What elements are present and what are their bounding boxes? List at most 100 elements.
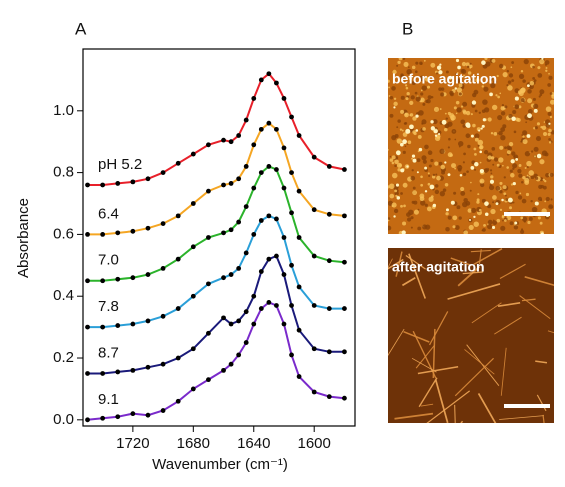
speckle xyxy=(493,80,497,84)
speckle xyxy=(408,76,413,81)
speckle xyxy=(396,64,399,67)
data-point xyxy=(145,176,151,182)
speckle xyxy=(469,62,472,65)
data-point xyxy=(160,170,166,176)
afm-images: before agitation after agitation xyxy=(388,58,554,423)
speckle xyxy=(506,145,511,150)
speckle xyxy=(413,200,418,205)
speckle xyxy=(421,119,427,125)
data-point xyxy=(289,303,294,308)
fibril xyxy=(460,420,464,423)
data-point xyxy=(266,164,272,169)
speckle xyxy=(522,175,526,180)
speckle xyxy=(511,61,515,64)
speckle xyxy=(510,66,513,69)
speckle xyxy=(510,183,514,186)
data-point xyxy=(266,71,272,77)
speckle xyxy=(439,63,442,66)
fibril xyxy=(519,295,551,320)
speckle xyxy=(420,200,426,206)
speckle xyxy=(392,69,397,75)
speckle xyxy=(524,167,527,170)
data-point xyxy=(228,181,234,186)
speckle xyxy=(435,72,438,75)
speckle xyxy=(411,80,416,86)
speckle xyxy=(549,92,553,95)
speckle xyxy=(527,109,533,114)
fibril xyxy=(464,349,495,375)
speckle xyxy=(473,147,477,151)
data-point xyxy=(115,369,121,375)
speckle xyxy=(389,193,395,199)
speckle xyxy=(500,135,506,141)
speckle xyxy=(506,84,509,87)
data-point xyxy=(190,244,196,250)
speckle xyxy=(508,114,513,119)
speckle xyxy=(526,165,529,169)
speckle xyxy=(548,75,553,80)
speckle xyxy=(434,184,439,188)
x-tick-label: 1720 xyxy=(116,435,149,452)
speckle xyxy=(521,134,523,136)
data-point xyxy=(130,228,136,234)
speckle xyxy=(455,78,461,84)
speckle xyxy=(545,106,552,112)
fibril xyxy=(542,414,545,423)
speckle xyxy=(513,225,519,230)
fibril xyxy=(428,311,449,346)
data-point xyxy=(85,324,90,330)
speckle xyxy=(395,194,398,198)
speckle xyxy=(465,110,471,116)
speckle xyxy=(393,215,396,218)
speckle xyxy=(531,206,538,213)
speckle xyxy=(533,155,537,158)
speckle xyxy=(447,173,451,177)
data-point xyxy=(228,227,234,233)
speckle xyxy=(517,168,522,174)
speckle xyxy=(476,200,480,204)
data-point xyxy=(281,272,287,277)
data-point xyxy=(243,204,249,209)
speckle xyxy=(445,226,450,232)
speckle xyxy=(508,206,513,210)
speckle xyxy=(541,58,544,60)
speckle xyxy=(469,189,472,192)
speckle xyxy=(388,225,392,231)
speckle xyxy=(505,198,509,202)
y-tick-label: 1.0 xyxy=(53,102,74,119)
speckle xyxy=(539,159,545,165)
speckle xyxy=(451,163,457,169)
speckle xyxy=(396,126,399,129)
speckle xyxy=(406,212,411,217)
speckle xyxy=(460,186,465,192)
data-point xyxy=(296,374,302,379)
speckle xyxy=(535,176,539,180)
speckle xyxy=(541,150,548,156)
speckle xyxy=(430,120,434,124)
data-point xyxy=(342,349,347,355)
speckle xyxy=(399,142,404,147)
data-point xyxy=(190,386,196,392)
speckle xyxy=(503,192,507,196)
fibril xyxy=(521,298,536,302)
data-point xyxy=(236,318,242,324)
data-point xyxy=(160,313,166,319)
speckle xyxy=(499,208,503,212)
speckle xyxy=(397,168,401,172)
speckle xyxy=(523,58,529,65)
speckle xyxy=(534,201,539,206)
speckle xyxy=(535,136,542,142)
speckle xyxy=(388,217,391,220)
speckle xyxy=(411,169,414,172)
speckle xyxy=(492,220,498,226)
speckle xyxy=(388,183,395,190)
speckle xyxy=(389,113,394,118)
y-tick-label: 0.4 xyxy=(53,287,74,304)
speckle xyxy=(393,97,397,100)
speckle xyxy=(463,152,466,156)
fibril xyxy=(388,328,405,356)
speckle xyxy=(440,164,446,170)
speckle xyxy=(480,180,483,183)
speckle xyxy=(415,114,419,118)
data-point xyxy=(274,303,279,308)
